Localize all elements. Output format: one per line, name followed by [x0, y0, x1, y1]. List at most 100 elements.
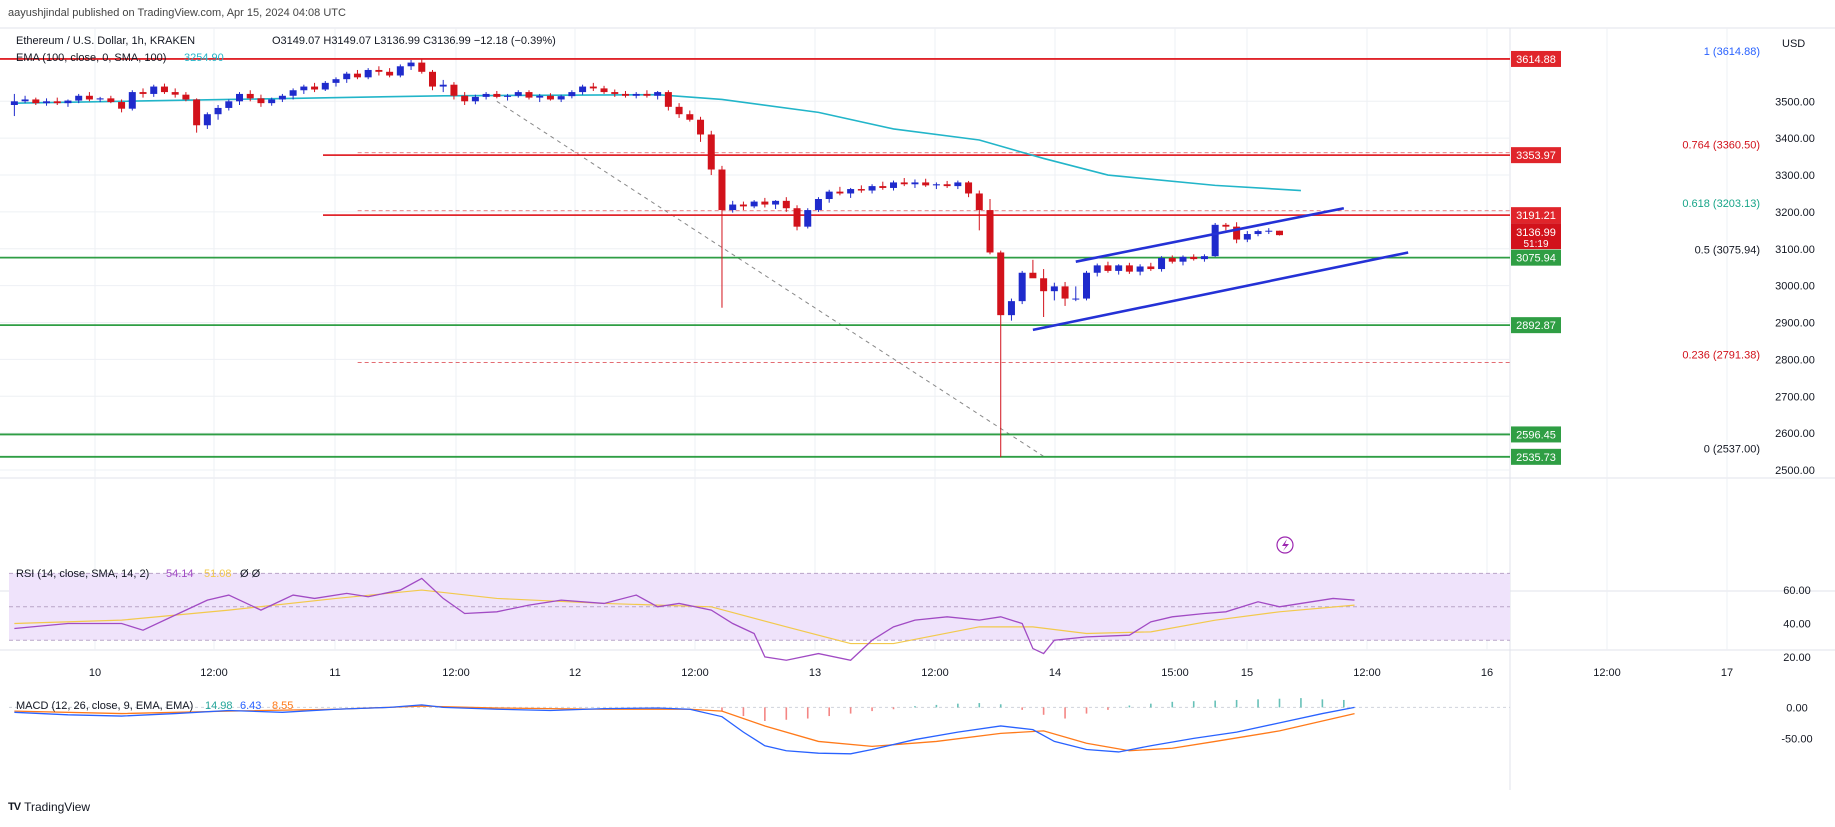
y-tick-label: 2800.00 — [1775, 354, 1815, 366]
candle-body — [364, 69, 372, 78]
rsi-line — [14, 577, 1355, 661]
candle-body — [300, 86, 308, 91]
ema-legend[interactable]: EMA (100, close, 0, SMA, 100) — [16, 52, 167, 64]
candle-body — [214, 107, 222, 115]
macd-histogram-bar — [742, 707, 745, 717]
candle-body — [911, 182, 919, 185]
y-tick-label: 2600.00 — [1775, 428, 1815, 440]
candle-body — [332, 79, 340, 83]
candle-body — [1093, 265, 1101, 273]
tradingview-label: TradingView — [24, 800, 91, 814]
macd-histogram-bar — [1321, 699, 1324, 708]
macd-histogram-bar — [871, 707, 873, 712]
channel-line-lower — [1032, 251, 1409, 332]
candle-body — [203, 114, 211, 126]
y-tick-label: 3000.00 — [1775, 281, 1815, 293]
candle-countdown: 51:19 — [1523, 239, 1548, 250]
macd-tick-label: 0.00 — [1786, 702, 1807, 714]
candle-body — [182, 94, 190, 100]
candle-body — [954, 182, 962, 187]
candle-body — [1040, 278, 1048, 292]
candle-body — [1104, 265, 1112, 271]
candle-body — [697, 119, 705, 135]
candle-body — [1200, 256, 1208, 260]
candle-body — [193, 99, 201, 126]
macd-histogram-bar — [1150, 703, 1152, 708]
candle-body — [922, 182, 930, 186]
candle-body — [268, 99, 276, 104]
x-tick-label: 11 — [329, 667, 340, 679]
candle-body — [311, 86, 319, 90]
x-tick-label: 14 — [1049, 667, 1061, 679]
candle-body — [1233, 226, 1241, 240]
x-tick-label: 12:00 — [1353, 667, 1381, 679]
macd-histogram-bar — [1278, 698, 1281, 708]
fib-level-label: 0.764 (3360.50) — [1682, 140, 1760, 152]
macd-histogram-bar — [1235, 699, 1238, 708]
y-tick-label: 2700.00 — [1775, 391, 1815, 403]
candle-body — [75, 95, 83, 101]
candle-body — [225, 101, 233, 108]
macd-legend: MACD (12, 26, close, 9, EMA, EMA) — [16, 700, 193, 712]
y-tick-label: 3400.00 — [1775, 133, 1815, 145]
x-tick-label: 12:00 — [200, 667, 228, 679]
x-tick-label: 12:00 — [442, 667, 470, 679]
macd-histogram-bar — [806, 707, 809, 719]
currency-label[interactable]: USD — [1782, 38, 1806, 50]
candle-body — [707, 134, 715, 170]
macd-histogram-value: 14.98 — [205, 700, 233, 712]
candle-body — [1018, 272, 1026, 302]
candle-body — [632, 93, 640, 96]
candle-body — [1254, 231, 1262, 235]
macd-histogram-bar — [764, 707, 766, 721]
candle-body — [343, 73, 351, 80]
candle-body — [729, 204, 737, 211]
rsi-ma-line — [14, 589, 1355, 645]
candle-body — [1136, 266, 1144, 272]
publisher-line: aayushjindal published on TradingView.co… — [8, 7, 346, 19]
macd-histogram-bar — [1021, 707, 1023, 710]
macd-histogram-bar — [1257, 699, 1259, 708]
candle-body — [236, 93, 244, 102]
level-price-label: 3075.94 — [1516, 253, 1556, 265]
candle-body — [1190, 256, 1198, 260]
candle-body — [85, 95, 93, 100]
tradingview-branding[interactable]: TV TradingView — [8, 800, 90, 814]
candle-body — [814, 199, 822, 211]
candle-body — [504, 95, 512, 97]
level-price-tag — [1511, 426, 1561, 443]
candle-body — [761, 201, 769, 205]
candle-body — [1125, 265, 1133, 272]
macd-histogram-bar — [785, 707, 788, 720]
candle-body — [1243, 234, 1251, 240]
rsi-tick-label: 60.00 — [1783, 585, 1811, 597]
fib-level-label: 0.236 (2791.38) — [1682, 350, 1760, 362]
fib-level-label: 1 (3614.88) — [1704, 46, 1760, 58]
level-price-tag — [1511, 317, 1561, 334]
macd-histogram-bar — [1192, 701, 1195, 708]
candle-body — [461, 95, 469, 102]
candle-body — [1083, 272, 1091, 299]
x-tick-label: 12:00 — [921, 667, 949, 679]
x-tick-label: 17 — [1721, 667, 1733, 679]
candle-body — [1029, 272, 1037, 279]
fib-level-label: 0.5 (3075.94) — [1695, 245, 1760, 257]
macd-histogram-bar — [828, 707, 830, 717]
candle-body — [965, 182, 973, 194]
candle-body — [686, 114, 694, 120]
candle-body — [1115, 265, 1123, 271]
y-tick-label: 2900.00 — [1775, 318, 1815, 330]
candle-body — [450, 84, 458, 96]
tradingview-logo-icon: TV — [8, 801, 21, 813]
candle-body — [32, 99, 40, 104]
candle-body — [589, 86, 597, 89]
candle-body — [386, 71, 394, 76]
current-price-tag — [1511, 223, 1561, 250]
candle-body — [10, 101, 18, 105]
candle-body — [718, 169, 726, 211]
candle-body — [836, 191, 844, 194]
symbol-title[interactable]: Ethereum / U.S. Dollar, 1h, KRAKEN — [16, 35, 196, 47]
candle-body — [407, 62, 415, 67]
candle-body — [118, 102, 126, 109]
